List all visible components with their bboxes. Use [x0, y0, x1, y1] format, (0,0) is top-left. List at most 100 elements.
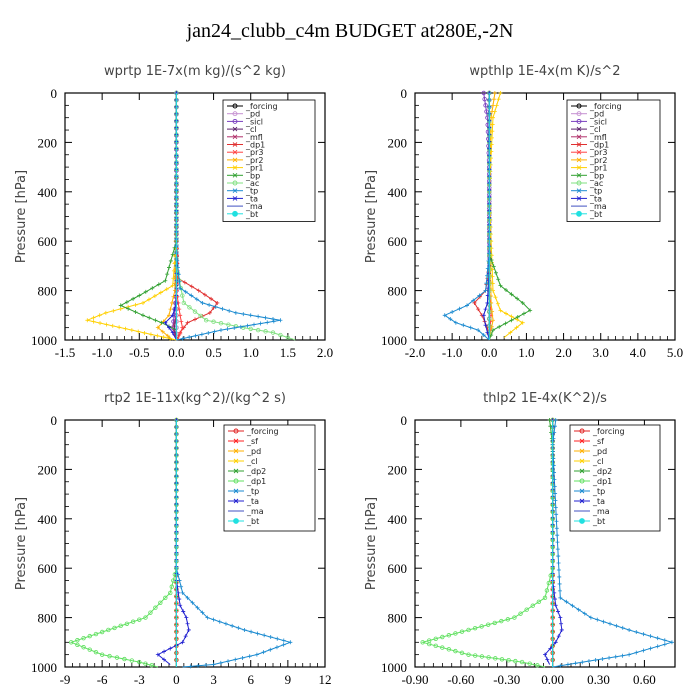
series-marker [490, 129, 495, 134]
chart-panel-1: wprtp 1E-7x(m kg)/(s^2 kg) Pressure [hPa]… [14, 64, 333, 360]
series-marker [160, 329, 165, 334]
series-marker [211, 662, 216, 667]
series-marker [248, 313, 253, 318]
series-marker [555, 540, 560, 545]
panel-title: rtp2 1E-11x(kg^2)/(kg^2 s) [104, 391, 286, 406]
series-marker [520, 320, 525, 325]
series-marker [183, 634, 188, 639]
series-marker [268, 647, 273, 652]
series-marker [142, 330, 147, 335]
series-marker [553, 498, 558, 503]
series-marker [156, 282, 161, 287]
series-marker [262, 633, 267, 638]
series-marker [552, 597, 557, 602]
series-marker [499, 618, 504, 624]
series-marker [112, 625, 117, 631]
legend-label: _pd [245, 110, 260, 119]
series-marker [118, 623, 123, 629]
series-marker [241, 325, 246, 330]
series-marker [249, 629, 254, 634]
x-tick-label: -1.5 [55, 345, 76, 360]
series-marker [255, 327, 261, 333]
series-marker [552, 484, 557, 489]
series-marker [130, 619, 136, 624]
series-marker [508, 330, 513, 335]
legend-marker [232, 196, 238, 201]
series-marker [481, 90, 486, 96]
y-tick-label: 800 [388, 284, 408, 299]
x-tick-label: -9 [60, 672, 71, 687]
legend-label: _tp [246, 487, 259, 496]
series-marker [433, 643, 438, 649]
series-marker [548, 424, 553, 429]
series-marker [492, 620, 497, 626]
legend-label: _cl [246, 457, 258, 466]
y-tick-label: 400 [388, 185, 408, 200]
series-marker [106, 627, 111, 633]
series-marker [114, 655, 120, 660]
legend-box [222, 99, 316, 222]
series-marker [268, 635, 273, 640]
series-marker [553, 505, 558, 510]
series-marker [163, 595, 168, 601]
series-marker [245, 323, 250, 328]
x-tick-label: 12 [319, 672, 332, 687]
series-marker [207, 302, 212, 307]
series-marker [143, 615, 148, 620]
series-marker [558, 663, 563, 668]
x-tick-label: -2.0 [405, 345, 426, 360]
series-marker [270, 330, 276, 335]
series-marker [256, 314, 261, 319]
legend-marker [576, 134, 582, 140]
series-marker [548, 646, 553, 651]
legend-label: _cl [589, 125, 601, 134]
series-marker [193, 317, 197, 322]
series-marker [491, 288, 495, 293]
legend-marker [579, 478, 585, 484]
series-marker [193, 333, 198, 338]
legend-marker [233, 448, 239, 454]
series-marker [491, 318, 495, 323]
series-marker [509, 318, 514, 323]
series-marker [446, 647, 452, 652]
legend-label: _bt [246, 517, 259, 526]
series-marker [545, 657, 550, 662]
series-marker [261, 650, 266, 655]
x-tick-label: 2.0 [317, 345, 333, 360]
series-marker [490, 122, 495, 127]
x-tick-label: 5.0 [667, 345, 683, 360]
series-marker [573, 661, 578, 666]
legend-marker [232, 111, 238, 117]
legend-label: _bp [245, 171, 260, 180]
series-marker [248, 326, 253, 332]
legend-label: _sf [592, 437, 604, 446]
series-marker [655, 636, 660, 641]
series-marker [177, 307, 182, 312]
panel-title: wprtp 1E-7x(m kg)/(s^2 kg) [104, 64, 286, 79]
legend-marker [579, 448, 585, 454]
series-marker [485, 330, 490, 335]
series-marker [491, 328, 495, 333]
series-marker [232, 325, 237, 330]
y-tick-label: 600 [388, 561, 408, 576]
series-marker [509, 314, 514, 319]
x-tick-label: 9 [285, 672, 292, 687]
series-marker [641, 632, 646, 637]
series-marker [504, 311, 508, 316]
series-marker [465, 303, 469, 308]
legend-label: _ta [592, 497, 605, 506]
y-axis-label: Pressure [hPa] [14, 497, 29, 590]
series-marker [133, 310, 138, 315]
y-tick-label: 600 [388, 234, 408, 249]
legend-marker [576, 180, 582, 186]
chart-panel-3: rtp2 1E-11x(kg^2)/(kg^2 s) Pressure [hPa]… [14, 391, 332, 687]
legend-label: _tp [589, 187, 602, 196]
series-marker [504, 287, 508, 292]
series-marker [181, 300, 187, 306]
legend-marker [579, 498, 585, 504]
series-marker [226, 322, 231, 327]
legend-marker [576, 188, 582, 194]
series-marker [185, 621, 190, 626]
series-marker [489, 257, 494, 262]
legend-marker [576, 210, 582, 217]
